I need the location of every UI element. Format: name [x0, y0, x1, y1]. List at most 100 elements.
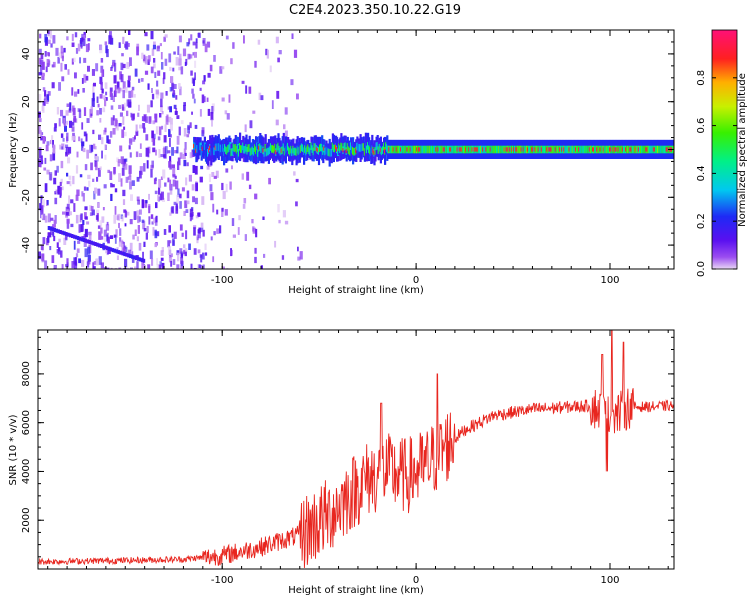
- heatmap-cell: [49, 30, 52, 39]
- heatmap-cell: [82, 220, 85, 225]
- heatmap-cell: [154, 243, 157, 248]
- heatmap-cell: [275, 36, 279, 44]
- heatmap-cell: [243, 145, 246, 154]
- heatmap-cell: [127, 176, 131, 180]
- heatmap-cell: [124, 210, 128, 218]
- heatmap-cell: [163, 135, 167, 143]
- heatmap-cell: [66, 218, 70, 224]
- heatmap-cell: [118, 104, 122, 109]
- heatmap-cell: [69, 120, 73, 128]
- heatmap-cell: [224, 209, 228, 216]
- heatmap-cell: [195, 42, 198, 49]
- heatmap-cell: [178, 66, 182, 71]
- colorbar-ticks: 0.0 0.2 0.4 0.6 0.8: [696, 70, 737, 277]
- heatmap-cell: [109, 31, 112, 39]
- heatmap-cell: [170, 253, 173, 258]
- heatmap-cell: [65, 212, 69, 216]
- heatmap-cell: [226, 113, 230, 120]
- heatmap-cell: [89, 212, 93, 216]
- heatmap-cell: [148, 204, 151, 210]
- heatmap-cell: [192, 41, 196, 46]
- heatmap-cell: [150, 169, 153, 178]
- heatmap-cell: [118, 173, 121, 182]
- heatmap-cell: [39, 203, 42, 211]
- heatmap-cell: [218, 143, 221, 152]
- heatmap-cell: [163, 153, 167, 159]
- heatmap-cell: [69, 102, 72, 111]
- heatmap-cell: [122, 116, 125, 125]
- heatmap-cell: [75, 48, 79, 54]
- heatmap-cell: [110, 117, 114, 126]
- heatmap-cell: [51, 135, 54, 145]
- heatmap-cell: [186, 42, 190, 47]
- heatmap-cell: [160, 105, 163, 112]
- heatmap-cell: [39, 33, 42, 39]
- heatmap-cell: [39, 163, 42, 168]
- heatmap-cell: [156, 231, 160, 237]
- heatmap-cell: [297, 246, 299, 252]
- heatmap-cell: [63, 123, 66, 127]
- heatmap-cell: [200, 165, 204, 170]
- heatmap-cell: [206, 165, 210, 170]
- heatmap-cell: [47, 91, 51, 96]
- heatmap-cell: [109, 35, 113, 44]
- heatmap-cell: [157, 136, 161, 141]
- heatmap-cell: [144, 32, 148, 37]
- heatmap-cell: [61, 186, 64, 191]
- heatmap-cell: [199, 176, 203, 183]
- heatmap-cell: [211, 172, 215, 177]
- heatmap-cell: [183, 210, 186, 216]
- heatmap-cell: [161, 262, 165, 269]
- heatmap-cell: [123, 159, 127, 166]
- heatmap-cell: [110, 105, 114, 110]
- heatmap-cell: [150, 100, 153, 108]
- heatmap-cell: [192, 78, 195, 86]
- heatmap-cell: [66, 181, 70, 185]
- heatmap-cell: [44, 51, 47, 57]
- heatmap-cell: [78, 258, 81, 264]
- heatmap-cell: [48, 232, 52, 238]
- heatmap-cell: [117, 159, 121, 163]
- heatmap-cell: [83, 186, 87, 191]
- y-tick-label: 0: [21, 146, 32, 152]
- heatmap-cell: [47, 39, 51, 44]
- heatmap-cell: [136, 261, 139, 269]
- heatmap-cell: [68, 108, 72, 113]
- heatmap-cell: [63, 117, 66, 125]
- heatmap-cell: [105, 246, 109, 251]
- heatmap-cell: [38, 72, 42, 76]
- heatmap-cell: [96, 209, 100, 214]
- heatmap-cell: [68, 195, 71, 204]
- heatmap-cell: [211, 106, 214, 114]
- heatmap-cell: [57, 56, 60, 64]
- heatmap-cell: [521, 145, 524, 154]
- heatmap-cell: [136, 256, 140, 261]
- heatmap-cell: [51, 255, 55, 263]
- heatmap-cell: [209, 64, 213, 72]
- heatmap-cell: [210, 192, 214, 201]
- heatmap-cell: [112, 128, 116, 135]
- heatmap-cell: [104, 144, 107, 150]
- heatmap-cell: [139, 170, 142, 179]
- heatmap-cell: [135, 130, 139, 136]
- heatmap-cell: [155, 89, 159, 95]
- heatmap-cell: [257, 39, 261, 45]
- heatmap-cell: [278, 50, 282, 55]
- heatmap-cell: [144, 56, 148, 65]
- heatmap-cell: [173, 104, 177, 109]
- heatmap-cell: [190, 70, 193, 76]
- heatmap-cell: [105, 91, 108, 96]
- heatmap-cell: [194, 165, 198, 175]
- heatmap-cell: [138, 257, 142, 262]
- heatmap-cell: [103, 237, 107, 242]
- heatmap-cell: [129, 57, 132, 66]
- heatmap-cell: [242, 154, 246, 162]
- heatmap-cell: [110, 193, 113, 201]
- heatmap-cell: [211, 119, 213, 127]
- heatmap-cell: [173, 231, 177, 239]
- heatmap-cell: [88, 258, 91, 265]
- heatmap-cell: [626, 145, 629, 154]
- heatmap-cell: [73, 257, 77, 265]
- heatmap-cell: [227, 145, 230, 153]
